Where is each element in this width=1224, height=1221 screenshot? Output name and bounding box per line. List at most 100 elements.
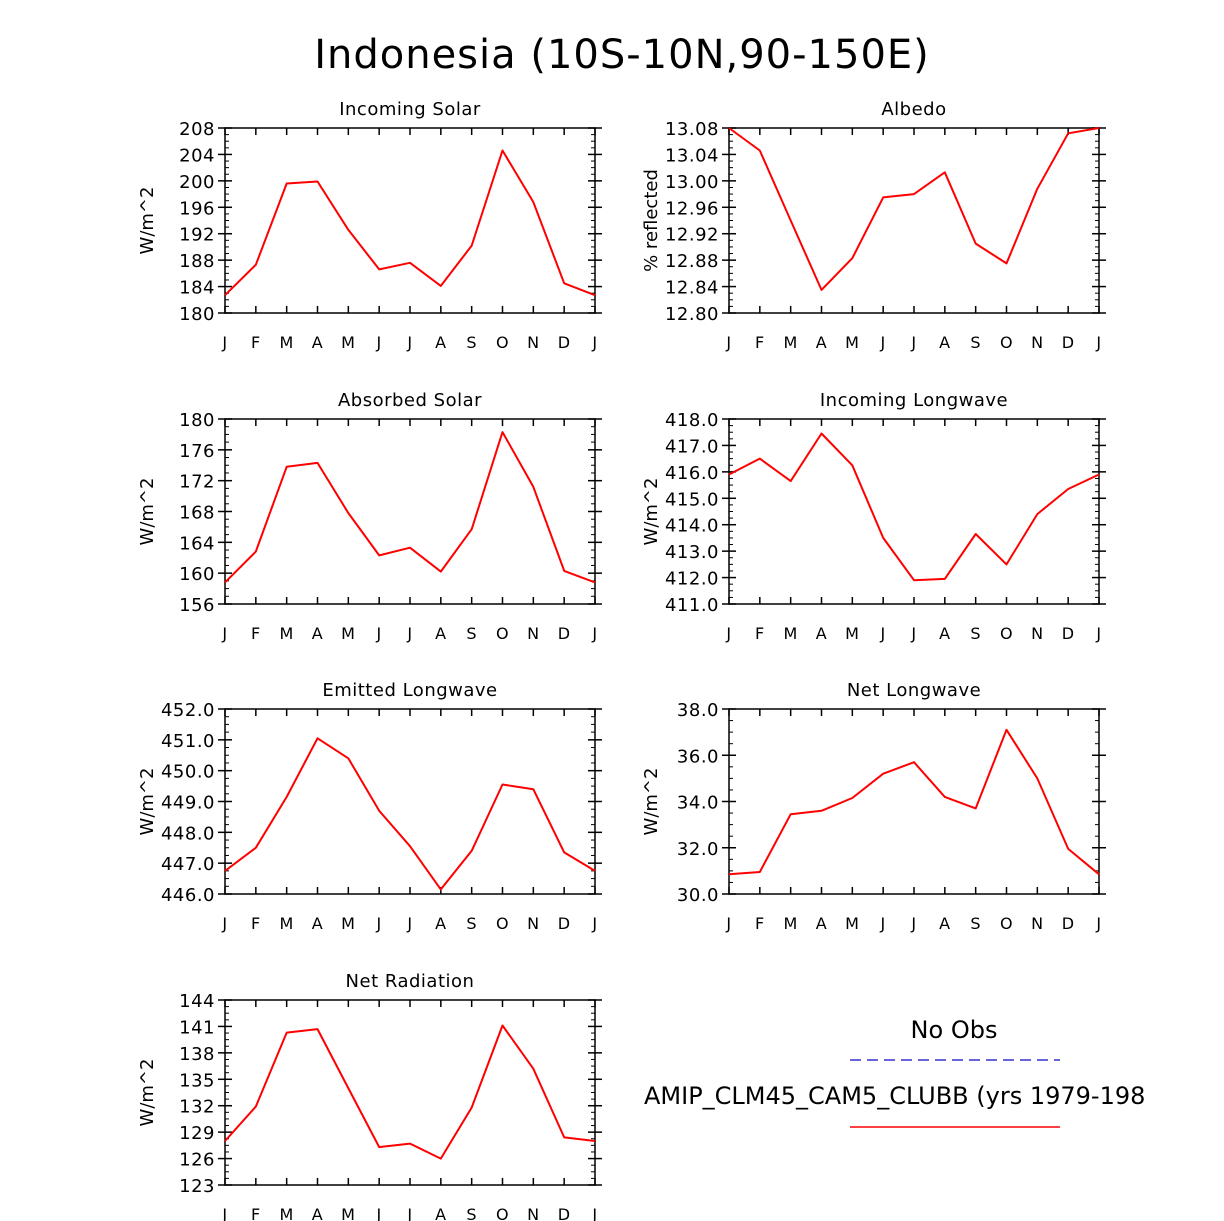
x-tick-label: A [939,333,950,352]
x-tick-label: J [910,914,916,933]
x-tick-label: F [755,333,765,352]
y-tick-label: 180 [179,304,215,325]
x-tick-label: J [880,914,886,933]
y-tick-label: 176 [179,441,215,462]
x-tick-label: M [280,624,294,643]
x-tick-label: F [251,1205,261,1221]
y-tick-label: 141 [179,1017,215,1038]
plot-frame [728,418,1100,605]
x-tick-label: J [591,914,597,933]
x-tick-label: M [784,624,798,643]
x-tick-label: A [939,624,950,643]
x-tick-label: J [1095,624,1101,643]
y-axis-label: W/m^2 [137,187,158,255]
x-tick-label: F [755,914,765,933]
x-tick-label: F [251,333,261,352]
x-tick-label: J [1095,914,1101,933]
y-tick-label: 164 [179,533,215,554]
x-tick-label: S [970,333,981,352]
x-tick-label: D [1062,914,1075,933]
panel-title: Albedo [881,99,946,120]
y-tick-label: 38.0 [677,700,719,721]
y-tick-label: 172 [179,472,215,493]
x-tick-label: A [312,333,323,352]
figure-title: Indonesia (10S-10N,90-150E) [314,32,930,78]
x-tick-label: N [527,624,539,643]
series-line [224,431,596,584]
x-tick-label: D [558,914,571,933]
y-tick-label: 12.92 [665,225,719,246]
y-tick-label: 452.0 [161,700,215,721]
x-tick-label: J [376,624,382,643]
y-tick-label: 13.00 [665,172,719,193]
y-axis-label: W/m^2 [137,768,158,836]
legend-obs-label: No Obs [911,1016,998,1044]
x-tick-label: J [376,1205,382,1221]
plot-frame [224,999,596,1186]
x-tick-label: A [312,1205,323,1221]
y-tick-label: 34.0 [677,793,719,814]
y-tick-label: 30.0 [677,885,719,906]
x-tick-label: N [527,914,539,933]
x-tick-label: M [845,333,859,352]
x-tick-label: S [970,914,981,933]
panel-2: J F M A M J J A S O N D J12.8012.8412.8812.9212.9613… [641,99,1106,352]
y-tick-label: 135 [179,1070,215,1091]
x-tick-label: O [1000,333,1013,352]
y-tick-label: 200 [179,172,215,193]
x-tick-label: M [280,1205,294,1221]
y-tick-label: 411.0 [665,595,719,616]
y-tick-label: 412.0 [665,569,719,590]
y-tick-label: 192 [179,225,215,246]
y-tick-label: 36.0 [677,746,719,767]
y-tick-label: 138 [179,1044,215,1065]
panel-5: J F M A M J J A S O N D J446.0447.0448.0449.0450.045… [137,680,602,933]
y-tick-label: 129 [179,1123,215,1144]
y-tick-label: 414.0 [665,516,719,537]
y-tick-label: 13.04 [665,145,719,166]
y-tick-label: 160 [179,564,215,585]
y-axis-label: W/m^2 [641,478,662,546]
x-tick-label: A [435,333,446,352]
y-axis-label: W/m^2 [641,768,662,836]
x-tick-label: J [406,1205,412,1221]
plot-frame [728,708,1100,895]
x-tick-label: J [1095,333,1101,352]
y-axis-label: W/m^2 [137,478,158,546]
x-tick-label: J [910,333,916,352]
x-tick-label: D [558,1205,571,1221]
x-tick-label: F [755,624,765,643]
y-tick-label: 415.0 [665,489,719,510]
panel-title: Emitted Longwave [322,680,497,701]
y-tick-label: 180 [179,410,215,431]
x-tick-label: S [970,624,981,643]
y-tick-label: 418.0 [665,410,719,431]
x-tick-label: O [496,333,509,352]
x-tick-label: M [341,624,355,643]
panel-title: Net Radiation [346,971,475,992]
x-tick-label: D [1062,624,1075,643]
x-tick-label: J [406,333,412,352]
y-tick-label: 156 [179,595,215,616]
y-tick-label: 132 [179,1097,215,1118]
panel-title: Incoming Solar [339,99,481,120]
x-tick-label: J [221,1205,227,1221]
x-tick-label: F [251,624,261,643]
x-tick-label: A [816,624,827,643]
x-tick-label: O [496,624,509,643]
x-tick-label: J [376,333,382,352]
y-tick-label: 12.80 [665,304,719,325]
x-tick-label: M [784,914,798,933]
y-tick-label: 32.0 [677,839,719,860]
x-tick-label: D [1062,333,1075,352]
x-tick-label: D [558,624,571,643]
y-axis-label: W/m^2 [137,1059,158,1127]
y-tick-label: 204 [179,145,215,166]
x-tick-label: J [406,624,412,643]
plot-frame [728,127,1100,314]
x-tick-label: O [1000,914,1013,933]
panel-title: Absorbed Solar [338,390,482,411]
x-tick-label: A [435,914,446,933]
y-tick-label: 449.0 [161,793,215,814]
